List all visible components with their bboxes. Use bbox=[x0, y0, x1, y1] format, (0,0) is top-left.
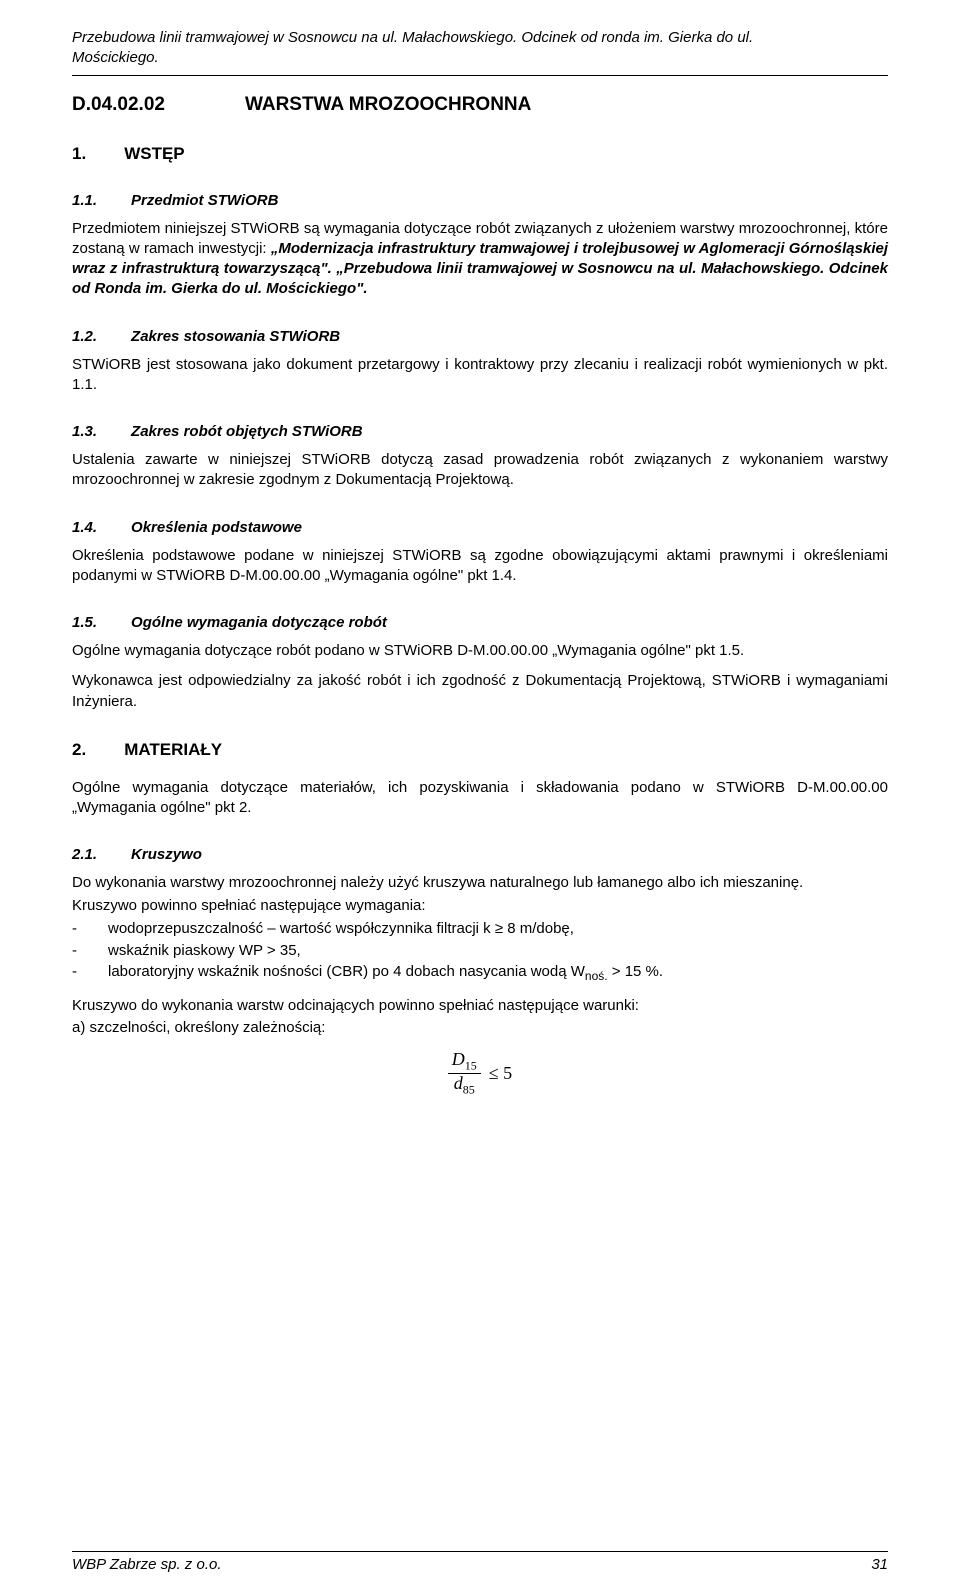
section-1-2-num: 1.2. bbox=[72, 328, 97, 345]
section-1-2-body: STWiORB jest stosowana jako dokument prz… bbox=[72, 355, 888, 396]
section-2-1-p4: a) szczelności, określony zależnością: bbox=[72, 1018, 888, 1038]
list-item-3-text: laboratoryjny wskaźnik nośności (CBR) po… bbox=[108, 961, 663, 985]
formula: D15 d85 ≤ 5 bbox=[72, 1050, 888, 1097]
section-1-num: 1. bbox=[72, 144, 86, 164]
den-sub: 85 bbox=[463, 1083, 475, 1097]
section-1-3-title: Zakres robót objętych STWiORB bbox=[131, 423, 363, 440]
section-1-4-body: Określenia podstawowe podane w niniejsze… bbox=[72, 546, 888, 587]
section-2-1-heading: 2.1. Kruszywo bbox=[72, 846, 888, 863]
list-item-3a: laboratoryjny wskaźnik nośności (CBR) po… bbox=[108, 963, 585, 980]
section-1-1-heading: 1.1. Przedmiot STWiORB bbox=[72, 192, 888, 209]
fraction-numerator: D15 bbox=[448, 1050, 481, 1074]
page: Przebudowa linii tramwajowej w Sosnowcu … bbox=[0, 0, 960, 1591]
section-1-heading: 1. WSTĘP bbox=[72, 144, 888, 164]
dash-icon: - bbox=[72, 961, 82, 985]
section-2-1-p1: Do wykonania warstwy mrozoochronnej nale… bbox=[72, 873, 888, 893]
header-line-1: Przebudowa linii tramwajowej w Sosnowcu … bbox=[72, 28, 888, 48]
section-1-title: WSTĘP bbox=[124, 144, 184, 164]
page-footer: WBP Zabrze sp. z o.o. 31 bbox=[72, 1551, 888, 1573]
doc-code: D.04.02.02 bbox=[72, 94, 165, 116]
footer-page-number: 31 bbox=[871, 1556, 888, 1573]
doc-title-row: D.04.02.02 WARSTWA MROZOOCHRONNA bbox=[72, 94, 888, 116]
dash-icon: - bbox=[72, 918, 82, 940]
section-2-num: 2. bbox=[72, 740, 86, 760]
fraction-denominator: d85 bbox=[450, 1074, 479, 1097]
section-2-1-p2: Kruszywo powinno spełniać następujące wy… bbox=[72, 896, 888, 916]
section-1-1-body: Przedmiotem niniejszej STWiORB są wymaga… bbox=[72, 219, 888, 300]
section-1-4-title: Określenia podstawowe bbox=[131, 519, 302, 536]
section-1-5-title: Ogólne wymagania dotyczące robót bbox=[131, 614, 387, 631]
list-item-2: - wskaźnik piaskowy WP > 35, bbox=[72, 940, 888, 962]
list-item-3b: > 15 %. bbox=[608, 963, 663, 980]
section-1-1-title: Przedmiot STWiORB bbox=[131, 192, 278, 209]
formula-rhs: ≤ 5 bbox=[489, 1063, 512, 1084]
section-1-4-heading: 1.4. Określenia podstawowe bbox=[72, 519, 888, 536]
doc-title: WARSTWA MROZOOCHRONNA bbox=[245, 94, 531, 116]
section-2-1-p3: Kruszywo do wykonania warstw odcinającyc… bbox=[72, 996, 888, 1016]
section-1-3-num: 1.3. bbox=[72, 423, 97, 440]
section-2-1-title: Kruszywo bbox=[131, 846, 202, 863]
section-1-5-body-2: Wykonawca jest odpowiedzialny za jakość … bbox=[72, 671, 888, 712]
section-1-5-heading: 1.5. Ogólne wymagania dotyczące robót bbox=[72, 614, 888, 631]
list-item-1: - wodoprzepuszczalność – wartość współcz… bbox=[72, 918, 888, 940]
list-item-1-text: wodoprzepuszczalność – wartość współczyn… bbox=[108, 918, 574, 940]
section-2-title: MATERIAŁY bbox=[124, 740, 222, 760]
section-1-2-heading: 1.2. Zakres stosowania STWiORB bbox=[72, 328, 888, 345]
section-1-4-num: 1.4. bbox=[72, 519, 97, 536]
num-sub: 15 bbox=[465, 1059, 477, 1073]
section-1-1-num: 1.1. bbox=[72, 192, 97, 209]
list-item-2-text: wskaźnik piaskowy WP > 35, bbox=[108, 940, 301, 962]
section-2-1-num: 2.1. bbox=[72, 846, 97, 863]
section-2-heading: 2. MATERIAŁY bbox=[72, 740, 888, 760]
section-1-2-title: Zakres stosowania STWiORB bbox=[131, 328, 340, 345]
page-header: Przebudowa linii tramwajowej w Sosnowcu … bbox=[72, 28, 888, 76]
list-item-3-sub: noś. bbox=[585, 969, 608, 983]
list-item-3: - laboratoryjny wskaźnik nośności (CBR) … bbox=[72, 961, 888, 985]
section-1-5-num: 1.5. bbox=[72, 614, 97, 631]
den-var: d bbox=[454, 1073, 463, 1093]
num-var: D bbox=[452, 1049, 465, 1069]
requirements-list: - wodoprzepuszczalność – wartość współcz… bbox=[72, 918, 888, 986]
section-1-3-body: Ustalenia zawarte w niniejszej STWiORB d… bbox=[72, 450, 888, 491]
fraction: D15 d85 bbox=[448, 1050, 481, 1097]
section-1-3-heading: 1.3. Zakres robót objętych STWiORB bbox=[72, 423, 888, 440]
section-2-body: Ogólne wymagania dotyczące materiałów, i… bbox=[72, 778, 888, 819]
section-1-5-body-1: Ogólne wymagania dotyczące robót podano … bbox=[72, 641, 888, 661]
footer-left: WBP Zabrze sp. z o.o. bbox=[72, 1556, 222, 1573]
dash-icon: - bbox=[72, 940, 82, 962]
header-line-2: Mościckiego. bbox=[72, 48, 888, 68]
